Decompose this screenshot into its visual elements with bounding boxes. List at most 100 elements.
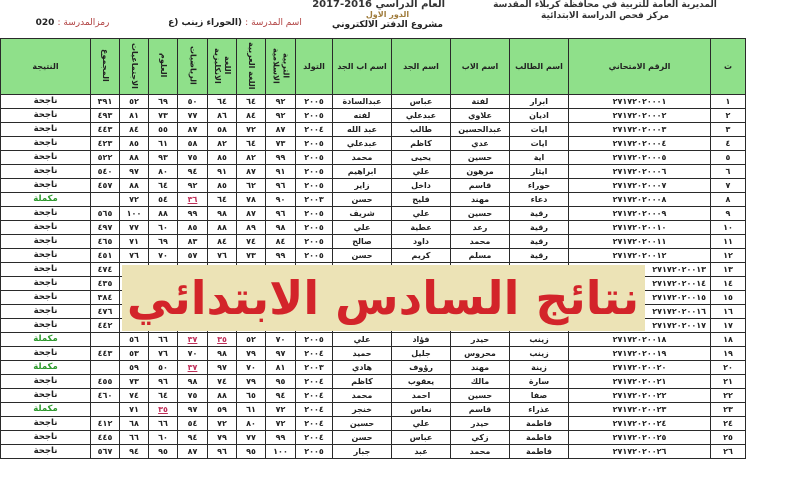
table-cell: ٨١ (119, 108, 149, 123)
table-cell: ١٢ (710, 248, 746, 263)
table-cell: ٥٩ (207, 402, 237, 417)
table-cell: زينب (509, 332, 569, 347)
table-row: ٢٢ ٢٧١٧٢٠٢٠٠٢٢ صفا حسين احمد محمد ٢٠٠٤ ٩٤ ٦٥ ٨٨ ٧٥… (0, 388, 746, 403)
table-cell: ٢١ (710, 374, 746, 389)
table-cell: ٧٢ (265, 402, 296, 417)
column-header-label: التربية الاسلامية (271, 47, 291, 84)
table-cell: ٨٤ (119, 122, 149, 137)
table-row: ١١ ٢٧١٧٢٠٢٠٠١١ رقية محمد داود صالح ٢٠٠٥ ٨٤ ٧٤ ٨٤ ٨… (0, 234, 746, 249)
project-name: مشروع الدفتر الالكتروني (332, 20, 443, 30)
table-cell: ٢٧١٧٢٠٢٠٠٠٤ (568, 136, 711, 151)
table-cell: ١ (710, 94, 746, 109)
table-cell: حسين (450, 150, 510, 165)
table-cell: ٣٧ (177, 360, 208, 375)
table-cell: مهند (450, 360, 510, 375)
table-cell: ٢٧١٧٢٠٢٠٠١٢ (568, 248, 711, 263)
table-cell: ٢٠٠٥ (295, 108, 333, 123)
table-cell: قاسم (450, 402, 510, 417)
table-cell: ٤٢٣ (90, 136, 120, 151)
table-row: ٢٥ ٢٧١٧٢٠٢٠٠٢٥ فاطمة زكي عباس حسن ٢٠٠٤ ٩٩ ٧٧ ٧٩ ٩٤… (0, 430, 746, 445)
table-cell: ٤٦٥ (90, 234, 120, 249)
table-cell: ٢٠٠٤ (295, 346, 333, 361)
table-cell: ٧٦ (119, 248, 149, 263)
table-cell: عبد (391, 444, 451, 459)
table-cell: ٢٠٠٤ (295, 388, 333, 403)
table-cell: ٨٠ (236, 416, 266, 431)
table-cell: ٤٧٦ (90, 304, 120, 319)
table-cell: ٢٠٠٥ (295, 332, 333, 347)
table-row: ٩ ٢٧١٧٢٠٢٠٠٠٩ رقية حسين علي شريف ٢٠٠٥ ٩٦ ٨٧ ٩٨ ٩٩ ٨… (0, 206, 746, 221)
table-cell: ٧٠ (177, 346, 208, 361)
table-cell: ٩٧ (119, 164, 149, 179)
table-cell: ٨٨ (207, 388, 237, 403)
table-row: ٤ ٢٧١٧٢٠٢٠٠٠٤ ايات عدي كاظم عبدعلي ٢٠٠٥ ٧٣ ٦٤ ٨٢ ٥… (0, 136, 746, 151)
table-cell: ٦٨ (119, 416, 149, 431)
table-cell: ٨١ (265, 360, 296, 375)
table-cell: ٩٥ (148, 444, 178, 459)
column-header-label: اسم الاب (461, 62, 499, 71)
table-cell: ٢٠٠٤ (295, 416, 333, 431)
result-cell: ناجحة (0, 290, 91, 305)
column-header: اسم اب الجد (332, 38, 392, 95)
table-cell (90, 332, 120, 347)
table-cell: احمد (391, 388, 451, 403)
table-cell: محمد (332, 150, 392, 165)
table-cell: ٩٤ (265, 388, 296, 403)
table-cell: ٨٣ (177, 234, 208, 249)
table-row: ١٩ ٢٧١٧٢٠٢٠٠١٩ زينب محروس جليل حميد ٢٠٠٤ ٩٧ ٧٩ ٩٨… (0, 346, 746, 361)
table-cell: ١٨ (710, 332, 746, 347)
column-header-label: اسم اب الجد (337, 62, 387, 71)
result-cell: ناجحة (0, 164, 91, 179)
result-cell: ناجحة (0, 388, 91, 403)
column-header: اللغة الانكليزية (207, 38, 237, 95)
table-cell: محمد (450, 444, 510, 459)
table-cell: ٩٢ (265, 94, 296, 109)
table-cell: ٦٤ (207, 192, 237, 207)
table-cell: ٩٩ (177, 206, 208, 221)
table-row: ٦ ٢٧١٧٢٠٢٠٠٠٦ ايثار مرهون علي ابراهيم ٢٠٠٥ ٩١ ٨٧… (0, 164, 746, 179)
table-cell: ابراهيم (332, 164, 392, 179)
table-cell: سارة (509, 374, 569, 389)
table-cell: عباس (391, 430, 451, 445)
table-cell: اية (509, 150, 569, 165)
table-cell: عذراء (509, 402, 569, 417)
overlay-title: نتائج السادس الابتدائي (126, 270, 640, 325)
table-cell: ١١ (710, 234, 746, 249)
table-cell: ٢٧١٧٢٠٢٠٠١٩ (568, 346, 711, 361)
table-cell: رقية (509, 220, 569, 235)
table-cell: ٦٤ (236, 136, 266, 151)
table-cell (90, 360, 120, 375)
table-cell: فاطمة (509, 416, 569, 431)
result-cell: مكملة (0, 192, 91, 207)
results-table: ت الرقم الامتحاني اسم الطالب اسم الاب اسم ال… (0, 38, 746, 459)
result-cell: ناجحة (0, 220, 91, 235)
table-cell: ٨٨ (207, 220, 237, 235)
table-cell: ٨٢ (236, 150, 266, 165)
table-cell: ٢ (710, 108, 746, 123)
table-cell: هادي (332, 360, 392, 375)
table-cell: ٥٦ (119, 332, 149, 347)
table-row: ١٨ ٢٧١٧٢٠٢٠٠١٨ زينب حيدر فؤاد علي ٢٠٠٥ ٧٠ ٥٢ ٣٥ ٣٧… (0, 332, 746, 347)
table-cell: ٥٨ (207, 122, 237, 137)
table-cell: ٧٣ (148, 108, 178, 123)
table-cell (90, 192, 120, 207)
table-cell: داخل (391, 178, 451, 193)
table-cell: ٤٤٢ (90, 318, 120, 333)
school-name: (الحوراء زينب (ع (168, 18, 243, 28)
table-cell: داود (391, 234, 451, 249)
result-cell: ناجحة (0, 430, 91, 445)
table-cell: ٦ (710, 164, 746, 179)
table-cell: حيدر (450, 416, 510, 431)
table-cell: ٩٠ (265, 192, 296, 207)
table-cell: علاوي (450, 108, 510, 123)
table-cell: عدي (450, 136, 510, 151)
table-cell: ٦٩ (148, 234, 178, 249)
table-row: ١ ٢٧١٧٢٠٢٠٠٠١ ابرار لفتة عباس عبدالسادة ٢٠٠٥ ٩٢… (0, 94, 746, 109)
column-header-label: ت (723, 62, 733, 71)
result-cell: ناجحة (0, 416, 91, 431)
table-cell: علي (391, 164, 451, 179)
table-cell: ٥ (710, 150, 746, 165)
table-cell: ٣٨٤ (90, 290, 120, 305)
table-cell: ٤٦٠ (90, 388, 120, 403)
table-cell: عبد الله (332, 122, 392, 137)
